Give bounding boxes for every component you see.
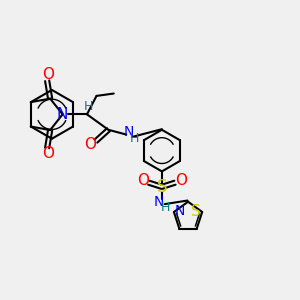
- Text: S: S: [191, 205, 200, 220]
- Text: O: O: [84, 136, 96, 152]
- Text: N: N: [57, 107, 68, 122]
- Text: H: H: [129, 132, 139, 145]
- Text: N: N: [123, 124, 134, 139]
- Text: O: O: [42, 146, 54, 161]
- Text: O: O: [175, 173, 187, 188]
- Text: O: O: [137, 173, 149, 188]
- Text: N: N: [154, 195, 164, 209]
- Text: H: H: [84, 100, 93, 113]
- Text: H: H: [161, 201, 170, 214]
- Text: N: N: [175, 204, 185, 218]
- Text: O: O: [42, 67, 54, 82]
- Text: S: S: [157, 178, 167, 196]
